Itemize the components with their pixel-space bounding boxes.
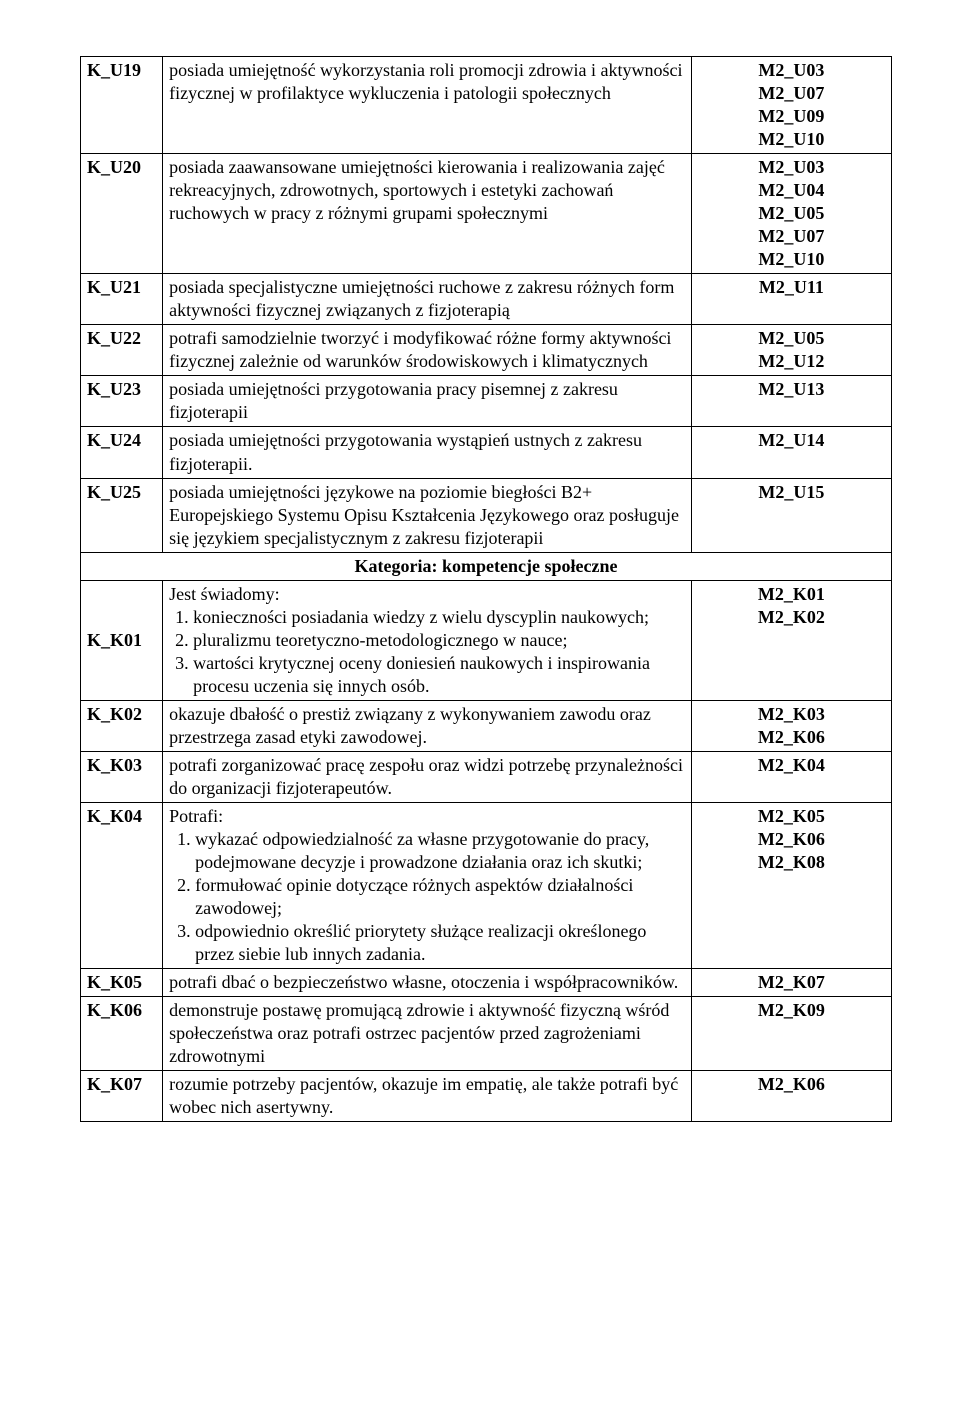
code-cell: K_U25 xyxy=(81,478,163,552)
table-row: K_K04 Potrafi: wykazać odpowiedzialność … xyxy=(81,802,892,968)
refs-cell: M2_U03 M2_U04 M2_U05 M2_U07 M2_U10 xyxy=(691,154,891,274)
refs-cell: M2_U14 xyxy=(691,427,891,478)
table-row: K_K01 Jest świadomy: konieczności posiad… xyxy=(81,580,892,700)
table-row: K_K02 okazuje dbałość o prestiż związany… xyxy=(81,700,892,751)
code-cell: K_K02 xyxy=(81,700,163,751)
refs-cell: M2_K03 M2_K06 xyxy=(691,700,891,751)
desc-cell: potrafi dbać o bezpieczeństwo własne, ot… xyxy=(163,969,692,997)
desc-cell: posiada umiejętności językowe na poziomi… xyxy=(163,478,692,552)
table-row: K_K07 rozumie potrzeby pacjentów, okazuj… xyxy=(81,1071,892,1122)
desc-list: konieczności posiadania wiedzy z wielu d… xyxy=(169,606,685,698)
table-row: K_U24 posiada umiejętności przygotowania… xyxy=(81,427,892,478)
code-cell: K_U23 xyxy=(81,376,163,427)
refs-cell: M2_K06 xyxy=(691,1071,891,1122)
list-item: konieczności posiadania wiedzy z wielu d… xyxy=(193,606,685,629)
code-cell: K_U19 xyxy=(81,57,163,154)
list-item: wykazać odpowiedzialność za własne przyg… xyxy=(195,828,685,874)
ref-item: M2_U04 xyxy=(698,179,885,202)
code-cell: K_K07 xyxy=(81,1071,163,1122)
list-item: wartości krytycznej oceny doniesień nauk… xyxy=(193,652,685,698)
code-cell: K_U24 xyxy=(81,427,163,478)
refs-cell: M2_U15 xyxy=(691,478,891,552)
ref-item: M2_K06 xyxy=(698,828,885,851)
ref-item: M2_U05 xyxy=(698,327,885,350)
section-header: Kategoria: kompetencje społeczne xyxy=(81,552,892,580)
desc-cell: Potrafi: wykazać odpowiedzialność za wła… xyxy=(163,802,692,968)
list-item: formułować opinie dotyczące różnych aspe… xyxy=(195,874,685,920)
refs-cell: M2_K01 M2_K02 xyxy=(691,580,891,700)
refs-cell: M2_U11 xyxy=(691,274,891,325)
table-row: K_K06 demonstruje postawę promującą zdro… xyxy=(81,997,892,1071)
desc-intro: Jest świadomy: xyxy=(169,583,685,606)
desc-cell: posiada umiejętności przygotowania wystą… xyxy=(163,427,692,478)
code-cell: K_U22 xyxy=(81,325,163,376)
refs-cell: M2_U03 M2_U07 M2_U09 M2_U10 xyxy=(691,57,891,154)
page-container: K_U19 posiada umiejętność wykorzystania … xyxy=(0,0,960,1142)
ref-item: M2_U03 xyxy=(698,156,885,179)
table-row: K_U23 posiada umiejętności przygotowania… xyxy=(81,376,892,427)
ref-item: M2_U03 xyxy=(698,59,885,82)
ref-item: M2_U05 xyxy=(698,202,885,225)
table-row: K_U19 posiada umiejętność wykorzystania … xyxy=(81,57,892,154)
table-row: K_K03 potrafi zorganizować pracę zespołu… xyxy=(81,751,892,802)
ref-item: M2_K01 xyxy=(698,583,885,606)
ref-item: M2_K06 xyxy=(698,1073,885,1096)
code-cell: K_U20 xyxy=(81,154,163,274)
outcomes-table: K_U19 posiada umiejętność wykorzystania … xyxy=(80,56,892,1122)
desc-cell: posiada umiejętność wykorzystania roli p… xyxy=(163,57,692,154)
code-cell: K_U21 xyxy=(81,274,163,325)
code-cell: K_K04 xyxy=(81,802,163,968)
ref-item: M2_U11 xyxy=(698,276,885,299)
refs-cell: M2_K07 xyxy=(691,969,891,997)
desc-list: wykazać odpowiedzialność za własne przyg… xyxy=(169,828,685,966)
ref-item: M2_U15 xyxy=(698,481,885,504)
desc-cell: potrafi samodzielnie tworzyć i modyfikow… xyxy=(163,325,692,376)
table-row: K_U22 potrafi samodzielnie tworzyć i mod… xyxy=(81,325,892,376)
ref-item: M2_U07 xyxy=(698,225,885,248)
ref-item: M2_K03 xyxy=(698,703,885,726)
ref-item: M2_K09 xyxy=(698,999,885,1022)
code-cell: K_K05 xyxy=(81,969,163,997)
ref-item: M2_U10 xyxy=(698,248,885,271)
section-header-row: Kategoria: kompetencje społeczne xyxy=(81,552,892,580)
ref-item: M2_U14 xyxy=(698,429,885,452)
desc-cell: potrafi zorganizować pracę zespołu oraz … xyxy=(163,751,692,802)
refs-cell: M2_K09 xyxy=(691,997,891,1071)
table-row: K_U21 posiada specjalistyczne umiejętnoś… xyxy=(81,274,892,325)
refs-cell: M2_K04 xyxy=(691,751,891,802)
ref-item: M2_K06 xyxy=(698,726,885,749)
ref-item: M2_K07 xyxy=(698,971,885,994)
desc-intro: Potrafi: xyxy=(169,805,685,828)
ref-item: M2_U07 xyxy=(698,82,885,105)
table-row: K_K05 potrafi dbać o bezpieczeństwo włas… xyxy=(81,969,892,997)
table-row: K_U20 posiada zaawansowane umiejętności … xyxy=(81,154,892,274)
refs-cell: M2_U13 xyxy=(691,376,891,427)
desc-cell: rozumie potrzeby pacjentów, okazuje im e… xyxy=(163,1071,692,1122)
desc-cell: posiada umiejętności przygotowania pracy… xyxy=(163,376,692,427)
table-row: K_U25 posiada umiejętności językowe na p… xyxy=(81,478,892,552)
code-cell: K_K06 xyxy=(81,997,163,1071)
desc-cell: okazuje dbałość o prestiż związany z wyk… xyxy=(163,700,692,751)
desc-cell: Jest świadomy: konieczności posiadania w… xyxy=(163,580,692,700)
refs-cell: M2_U05 M2_U12 xyxy=(691,325,891,376)
code-cell: K_K01 xyxy=(81,580,163,700)
ref-item: M2_U10 xyxy=(698,128,885,151)
desc-cell: demonstruje postawę promującą zdrowie i … xyxy=(163,997,692,1071)
refs-cell: M2_K05 M2_K06 M2_K08 xyxy=(691,802,891,968)
ref-item: M2_K05 xyxy=(698,805,885,828)
desc-cell: posiada specjalistyczne umiejętności ruc… xyxy=(163,274,692,325)
code-cell: K_K03 xyxy=(81,751,163,802)
ref-item: M2_U12 xyxy=(698,350,885,373)
ref-item: M2_U09 xyxy=(698,105,885,128)
ref-item: M2_K08 xyxy=(698,851,885,874)
ref-item: M2_K02 xyxy=(698,606,885,629)
desc-cell: posiada zaawansowane umiejętności kierow… xyxy=(163,154,692,274)
ref-item: M2_K04 xyxy=(698,754,885,777)
ref-item: M2_U13 xyxy=(698,378,885,401)
list-item: pluralizmu teoretyczno-metodologicznego … xyxy=(193,629,685,652)
list-item: odpowiednio określić priorytety służące … xyxy=(195,920,685,966)
